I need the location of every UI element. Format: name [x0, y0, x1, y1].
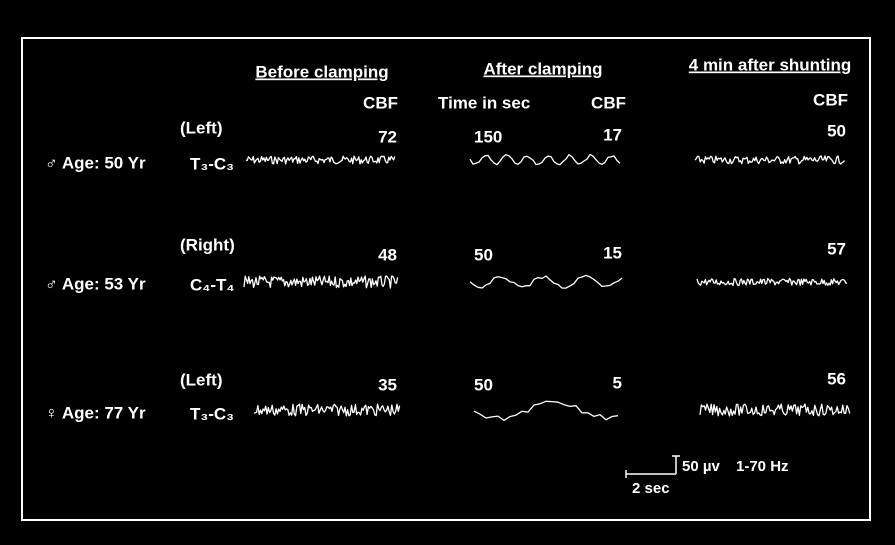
cbf-value: 35	[378, 375, 397, 394]
eeg-trace	[245, 155, 396, 165]
subject-label: ♀ Age: 77 Yr	[45, 403, 146, 422]
cbf-value: 48	[378, 245, 397, 264]
eeg-trace	[243, 275, 399, 289]
subject-label: ♂ Age: 53 Yr	[45, 274, 146, 293]
eeg-trace	[253, 403, 401, 417]
cbf-value: 50	[827, 121, 846, 140]
side-label: (Left)	[180, 370, 222, 389]
filter-label: 1-70 Hz	[736, 458, 789, 475]
cbf-value: 57	[827, 239, 846, 258]
time-value: 150	[474, 127, 502, 146]
column-label: Time in sec	[438, 93, 530, 112]
cbf-value: 15	[603, 243, 622, 262]
eeg-trace	[469, 274, 623, 289]
lead-label: C₄-T₄	[190, 275, 235, 294]
column-label: CBF	[813, 90, 848, 109]
eeg-trace	[469, 153, 621, 166]
frame	[21, 37, 871, 521]
lead-label: T₃-C₃	[190, 154, 234, 173]
subject-label: ♂ Age: 50 Yr	[45, 153, 146, 172]
time-label: 2 sec	[632, 480, 670, 497]
amplitude-label: 50 µv	[682, 458, 720, 475]
header: After clamping	[483, 59, 602, 78]
eeg-trace	[694, 155, 845, 165]
time-value: 50	[474, 245, 493, 264]
side-label: (Left)	[180, 118, 222, 137]
eeg-trace	[699, 403, 851, 417]
lead-label: T₃-C₃	[190, 404, 234, 423]
eeg-trace	[473, 400, 619, 422]
header: Before clamping	[255, 62, 388, 81]
cbf-value: 5	[613, 373, 622, 392]
column-label: CBF	[363, 93, 398, 112]
eeg-trace	[696, 277, 848, 287]
column-label: CBF	[591, 93, 626, 112]
cbf-value: 56	[827, 369, 846, 388]
scale-line	[625, 455, 680, 478]
cbf-value: 17	[603, 125, 622, 144]
cbf-value: 72	[378, 127, 397, 146]
rows: ♂ Age: 50 Yr (Left) T₃-C₃ 72 150 17 50 ♂ Age: 5…	[45, 118, 851, 423]
header: 4 min after shunting	[689, 55, 851, 74]
scale-bar: 50 µv 1-70 Hz 2 sec	[625, 455, 789, 497]
time-value: 50	[474, 375, 493, 394]
side-label: (Right)	[180, 235, 235, 254]
